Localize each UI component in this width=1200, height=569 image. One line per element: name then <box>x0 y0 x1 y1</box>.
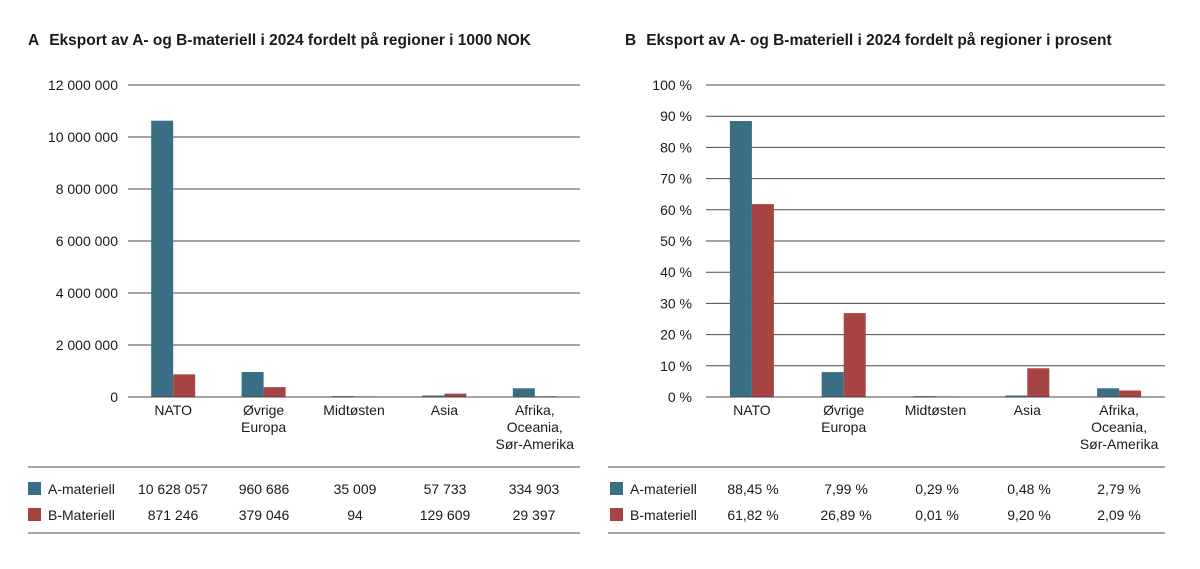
table-cell-value: 9,20 % <box>1007 507 1051 523</box>
y-tick-label: 0 % <box>668 389 692 405</box>
table-cell-value: 26,89 % <box>820 507 871 523</box>
bar <box>263 387 286 397</box>
legend-label: A-materiell <box>630 481 697 497</box>
bar <box>1119 390 1142 397</box>
legend-swatch <box>610 508 623 521</box>
table-cell-value: 0,29 % <box>915 481 959 497</box>
table-cell-value: 334 903 <box>509 481 560 497</box>
bar-chart-percent: 0 % 10 % 20 % 30 % 40 % 50 % 60 % 70 % 80 % 90 % 1… <box>608 77 1165 534</box>
table-cell-value: 129 609 <box>420 507 471 523</box>
table-cell-value: 94 <box>347 507 363 523</box>
y-tick-label: 10 % <box>660 358 692 374</box>
legend-swatch <box>28 508 41 521</box>
table-cell-value: 29 397 <box>513 507 556 523</box>
table-cell-value: 35 009 <box>334 481 377 497</box>
table-cell-value: 61,82 % <box>727 507 778 523</box>
panel-letter: A <box>28 32 40 49</box>
category-label: Øvrige Europa <box>821 402 866 435</box>
title-text: Eksport av A- og B-materiell i 2024 ford… <box>646 32 1112 49</box>
bar <box>422 395 445 397</box>
y-tick-label: 12 000 000 <box>48 77 118 93</box>
y-tick-label: 10 000 000 <box>48 129 118 145</box>
legend-label: A-materiell <box>48 481 115 497</box>
y-tick-label: 30 % <box>660 295 692 311</box>
bar-chart-nok: 0 2 000 000 4 000 000 6 000 000 8 000 000 10 … <box>28 77 580 534</box>
y-tick-label: 100 % <box>652 77 692 93</box>
bar <box>241 372 264 397</box>
y-tick-label: 8 000 000 <box>56 181 118 197</box>
y-tick-label: 2 000 000 <box>56 337 118 353</box>
bar <box>751 204 774 397</box>
table-cell-value: 7,99 % <box>824 481 868 497</box>
category-label: NATO <box>154 402 192 418</box>
title-text: Eksport av A- og B-materiell i 2024 ford… <box>49 32 531 49</box>
category-label: Øvrige Europa <box>241 402 286 435</box>
bar <box>173 374 196 397</box>
table-cell-value: 2,09 % <box>1097 507 1141 523</box>
bar <box>512 388 535 397</box>
y-tick-label: 90 % <box>660 108 692 124</box>
table-cell-value: 0,01 % <box>915 507 959 523</box>
category-label: Asia <box>1014 402 1041 418</box>
y-tick-label: 50 % <box>660 233 692 249</box>
y-tick-label: 70 % <box>660 171 692 187</box>
chart-title: B Eksport av A- og B-materiell i 2024 for… <box>625 32 1112 50</box>
legend-label: B-Materiell <box>48 507 115 523</box>
table-cell-value: 57 733 <box>424 481 467 497</box>
table-cell-value: 88,45 % <box>727 481 778 497</box>
category-label: Afrika, Oceania, Sør-Amerika <box>1080 402 1159 452</box>
y-tick-label: 4 000 000 <box>56 285 118 301</box>
y-tick-label: 20 % <box>660 327 692 343</box>
legend-swatch <box>28 482 41 495</box>
table-cell-value: 960 686 <box>239 481 290 497</box>
y-tick-label: 6 000 000 <box>56 233 118 249</box>
bar <box>821 372 844 397</box>
category-label: Afrika, Oceania, Sør-Amerika <box>496 402 575 452</box>
legend-swatch <box>610 482 623 495</box>
table-cell-value: 2,79 % <box>1097 481 1141 497</box>
table-cell-value: 871 246 <box>148 507 199 523</box>
chart-title: A Eksport av A- og B-materiell i 2024 for… <box>28 32 531 50</box>
category-label: NATO <box>733 402 771 418</box>
category-label: Midtøsten <box>905 402 966 418</box>
legend-label: B-materiell <box>630 507 697 523</box>
y-tick-label: 80 % <box>660 139 692 155</box>
panel-letter: B <box>625 32 637 49</box>
y-tick-label: 0 <box>110 389 118 405</box>
bar <box>151 120 174 397</box>
bar <box>843 313 866 397</box>
bar <box>1097 388 1120 397</box>
category-label: Midtøsten <box>323 402 384 418</box>
category-label: Asia <box>431 402 458 418</box>
bar <box>1027 368 1050 397</box>
y-tick-label: 40 % <box>660 264 692 280</box>
table-cell-value: 379 046 <box>239 507 290 523</box>
bar <box>729 121 752 397</box>
table-cell-value: 0,48 % <box>1007 481 1051 497</box>
panel-a: A Eksport av A- og B-materiell i 2024 for… <box>28 32 580 534</box>
panel-b: B Eksport av A- og B-materiell i 2024 for… <box>600 0 1200 569</box>
bar <box>444 393 467 397</box>
y-tick-label: 60 % <box>660 202 692 218</box>
table-cell-value: 10 628 057 <box>138 481 208 497</box>
bar <box>1005 395 1028 397</box>
